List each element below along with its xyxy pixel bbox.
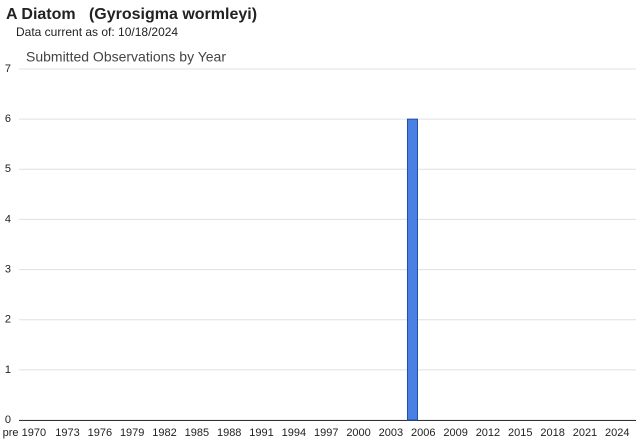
x-tick-label: 1976 [88, 427, 112, 439]
bar [406, 118, 418, 421]
x-tick-label: 2018 [540, 427, 564, 439]
x-tick-label: 1973 [55, 427, 79, 439]
y-tick-label: 3 [5, 263, 11, 275]
subtitle: Data current as of: 10/18/2024 [16, 25, 178, 39]
x-tick-label: 1985 [185, 427, 209, 439]
y-tick-label: 1 [5, 364, 11, 376]
x-tick-label: 2021 [573, 427, 597, 439]
x-tick-label: 1988 [217, 427, 241, 439]
x-tick-label: 2009 [443, 427, 467, 439]
x-tick-label: 1994 [282, 427, 306, 439]
y-tick-label: 0 [5, 414, 11, 426]
page-title: A Diatom (Gyrosigma wormleyi) [6, 6, 257, 23]
y-tick-label: 4 [5, 213, 11, 225]
y-tick-label: 7 [5, 63, 11, 75]
x-tick-label: 2003 [379, 427, 403, 439]
x-tick-label: 2024 [605, 427, 629, 439]
x-tick-label: 2012 [476, 427, 500, 439]
y-tick-label: 2 [5, 314, 11, 326]
x-tick-label: 2015 [508, 427, 532, 439]
x-tick-label: 2000 [346, 427, 370, 439]
chart-title: Submitted Observations by Year [26, 49, 226, 65]
y-tick-label: 5 [5, 163, 11, 175]
x-tick-label: pre 1970 [3, 427, 46, 439]
x-tick-label: 1979 [120, 427, 144, 439]
x-tick-label: 1997 [314, 427, 338, 439]
x-tick-label: 1991 [249, 427, 273, 439]
y-tick-label: 6 [5, 113, 11, 125]
x-tick-label: 2006 [411, 427, 435, 439]
x-tick-label: 1982 [152, 427, 176, 439]
